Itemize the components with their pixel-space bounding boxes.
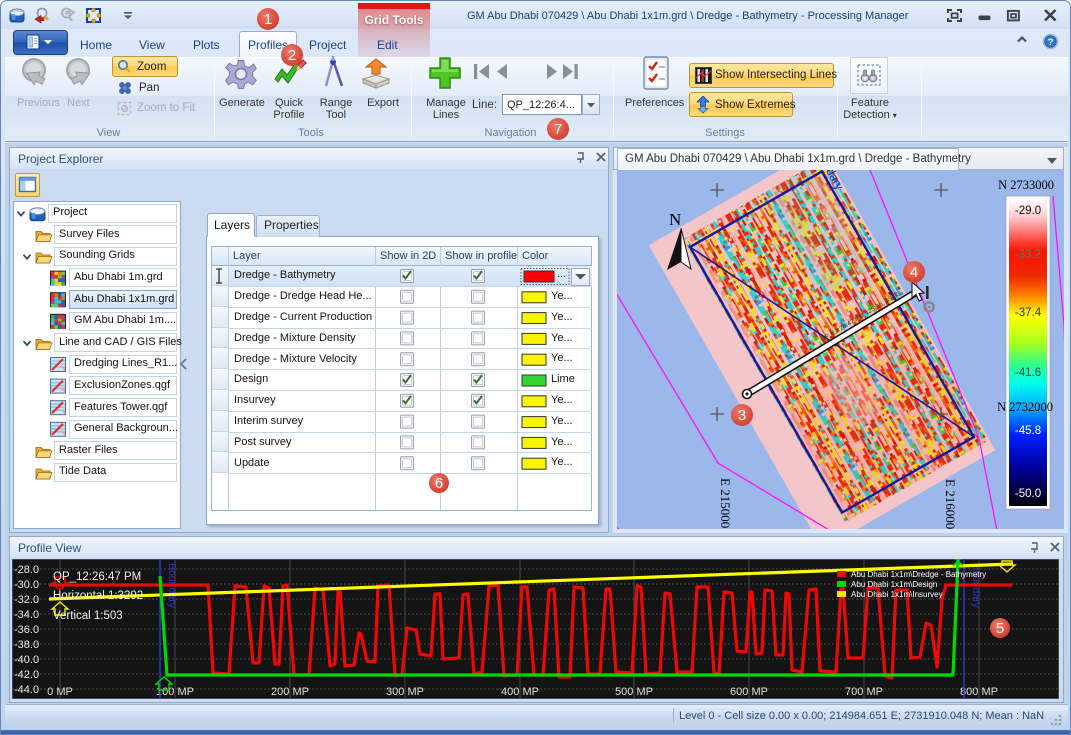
svg-text:100 MP: 100 MP	[156, 686, 194, 698]
svg-text:200 MP: 200 MP	[271, 686, 309, 698]
svg-text:700 MP: 700 MP	[845, 686, 883, 698]
svg-text:0 MP: 0 MP	[47, 686, 73, 698]
svg-text:-45.8: -45.8	[1015, 425, 1041, 437]
svg-text:500 MP: 500 MP	[615, 686, 653, 698]
svg-text:300 MP: 300 MP	[386, 686, 424, 698]
svg-text:Abu Dhabi 1x1m\Dredge - Bathym: Abu Dhabi 1x1m\Dredge - Bathymetry	[851, 570, 986, 579]
svg-text:N: N	[669, 210, 681, 229]
svg-text:N 2733000: N 2733000	[998, 178, 1054, 192]
svg-text:-29.0: -29.0	[1015, 205, 1041, 217]
svg-text:Horizontal 1:3292: Horizontal 1:3292	[53, 590, 143, 602]
svg-text:-50.0: -50.0	[1015, 488, 1041, 500]
svg-text:?: ?	[1048, 37, 1054, 48]
svg-text:800 MP: 800 MP	[960, 686, 998, 698]
svg-text:E 216000: E 216000	[943, 479, 958, 529]
svg-text:-28.0: -28.0	[14, 564, 39, 576]
svg-text:Abu Dhabi 1x1m\Insurvey: Abu Dhabi 1x1m\Insurvey	[851, 590, 943, 599]
svg-text:N 2732000: N 2732000	[997, 400, 1053, 414]
svg-text:-33.2: -33.2	[1015, 249, 1041, 261]
svg-text:-40.0: -40.0	[14, 654, 39, 666]
svg-text:400 MP: 400 MP	[501, 686, 539, 698]
svg-text:-36.0: -36.0	[14, 624, 39, 636]
svg-text:-38.0: -38.0	[14, 639, 39, 651]
svg-text:Vertical 1:503: Vertical 1:503	[53, 610, 123, 622]
svg-text:-44.0: -44.0	[14, 684, 39, 696]
svg-text:-34.0: -34.0	[14, 609, 39, 621]
svg-text:-37.4: -37.4	[1015, 307, 1042, 319]
svg-text:-42.0: -42.0	[14, 669, 39, 681]
svg-text:-41.6: -41.6	[1015, 367, 1041, 379]
svg-text:QP_12:26:47 PM: QP_12:26:47 PM	[53, 571, 141, 583]
svg-text:E 215000: E 215000	[718, 478, 733, 528]
svg-text:-30.0: -30.0	[14, 579, 39, 591]
svg-text:Abu Dhabi 1x1m\Design: Abu Dhabi 1x1m\Design	[851, 580, 937, 589]
svg-text:600 MP: 600 MP	[730, 686, 768, 698]
svg-text:-32.0: -32.0	[14, 594, 39, 606]
